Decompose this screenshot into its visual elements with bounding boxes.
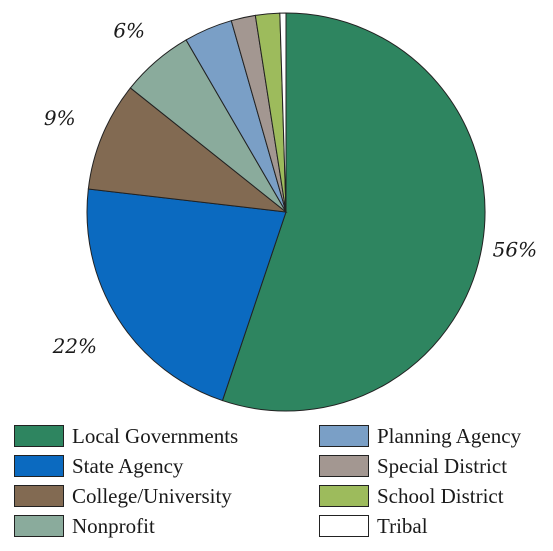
legend-item-local-governments: Local Governments: [14, 424, 238, 448]
legend-swatch: [319, 515, 369, 537]
legend-item-special-district: Special District: [319, 454, 507, 478]
legend-swatch: [14, 455, 64, 477]
legend-item-college-university: College/University: [14, 484, 232, 508]
pie-slices: [86, 12, 486, 412]
pie-slice-tribal: [279, 12, 287, 213]
pie-slice-state-agency: [86, 188, 287, 402]
pie-data-label: 22%: [52, 334, 97, 358]
pie-data-label: 9%: [44, 106, 76, 130]
legend-label: College/University: [72, 483, 232, 508]
pie-data-label: 56%: [493, 238, 537, 262]
legend-label: Special District: [377, 453, 508, 478]
legend-swatch: [319, 425, 369, 447]
pie-data-labels: 56% 22% 9% 6%: [44, 18, 537, 358]
legend-item-planning-agency: Planning Agency: [319, 424, 521, 448]
pie-slice-college-university: [87, 87, 288, 213]
legend-swatch: [14, 515, 64, 537]
legend-label: Tribal: [377, 513, 428, 538]
legend-swatch: [14, 425, 64, 447]
legend-item-tribal: Tribal: [319, 514, 428, 538]
legend-label: Nonprofit: [72, 513, 155, 538]
pie-chart: 56% 22% 9% 6%: [44, 12, 537, 412]
legend-label: Planning Agency: [377, 423, 522, 448]
legend-label: School District: [377, 483, 504, 508]
legend-swatch: [319, 485, 369, 507]
legend-label: Local Governments: [72, 423, 239, 448]
legend-item-state-agency: State Agency: [14, 454, 183, 478]
legend-item-school-district: School District: [319, 484, 504, 508]
legend-swatch: [14, 485, 64, 507]
pie-data-label: 6%: [113, 18, 145, 42]
legend-item-nonprofit: Nonprofit: [14, 514, 155, 538]
legend: Local Governments State Agency College/U…: [14, 424, 553, 548]
pie-slice-local-governments: [221, 12, 486, 412]
legend-swatch: [319, 455, 369, 477]
legend-label: State Agency: [72, 453, 184, 478]
